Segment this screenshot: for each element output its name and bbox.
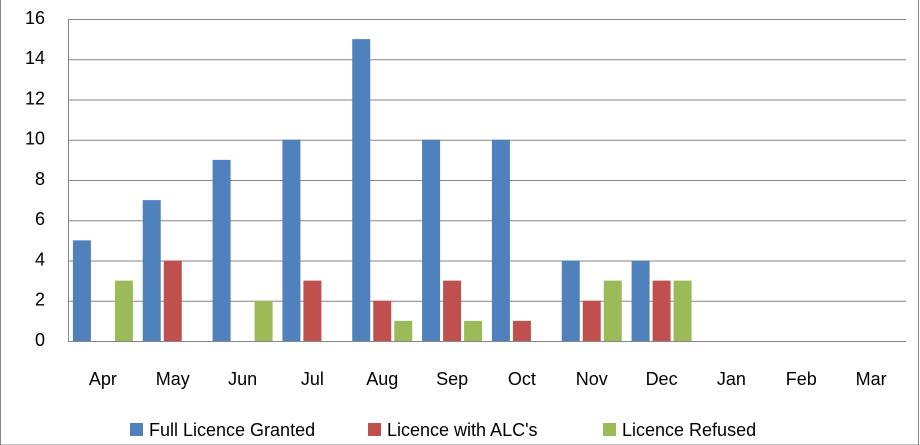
x-tick-label: Nov bbox=[576, 369, 608, 389]
bar bbox=[673, 280, 692, 341]
legend-swatch bbox=[603, 423, 616, 436]
y-tick-label: 0 bbox=[35, 330, 45, 350]
bar bbox=[443, 280, 462, 341]
bar bbox=[212, 159, 231, 341]
bar bbox=[373, 300, 392, 341]
x-tick-label: Jun bbox=[228, 369, 257, 389]
x-tick-label: Sep bbox=[436, 369, 468, 389]
x-tick-label: Dec bbox=[646, 369, 678, 389]
x-tick-label: Apr bbox=[89, 369, 117, 389]
legend-swatch bbox=[130, 423, 143, 436]
y-tick-label: 2 bbox=[35, 290, 45, 310]
bar bbox=[142, 200, 161, 341]
bar bbox=[631, 260, 650, 341]
bar bbox=[603, 280, 622, 341]
bar bbox=[114, 280, 133, 341]
legend-label: Licence Refused bbox=[622, 420, 756, 440]
y-tick-label: 6 bbox=[35, 209, 45, 229]
bar bbox=[422, 139, 441, 341]
bar bbox=[72, 240, 91, 341]
x-tick-label: May bbox=[156, 369, 190, 389]
y-tick-label: 10 bbox=[25, 129, 45, 149]
legend-label: Licence with ALC's bbox=[387, 420, 538, 440]
x-tick-label: Oct bbox=[508, 369, 536, 389]
bar bbox=[512, 320, 531, 341]
y-tick-label: 12 bbox=[25, 88, 45, 108]
bar bbox=[464, 320, 483, 341]
legend-swatch bbox=[368, 423, 381, 436]
y-tick-label: 4 bbox=[35, 249, 45, 269]
y-tick-label: 14 bbox=[25, 48, 45, 68]
bar bbox=[163, 260, 182, 341]
x-tick-label: Feb bbox=[786, 369, 817, 389]
bar bbox=[582, 300, 601, 341]
legend-label: Full Licence Granted bbox=[149, 420, 315, 440]
y-tick-label: 8 bbox=[35, 169, 45, 189]
bar bbox=[282, 139, 301, 341]
x-tick-label: Jan bbox=[717, 369, 746, 389]
bar bbox=[561, 260, 580, 341]
bar bbox=[352, 39, 371, 341]
bar bbox=[491, 139, 510, 341]
bar bbox=[652, 280, 671, 341]
bar bbox=[254, 300, 273, 341]
x-tick-label: Jul bbox=[301, 369, 324, 389]
bar bbox=[394, 320, 413, 341]
x-tick-label: Mar bbox=[856, 369, 887, 389]
x-tick-label: Aug bbox=[366, 369, 398, 389]
bar bbox=[303, 280, 322, 341]
y-tick-label: 16 bbox=[25, 8, 45, 28]
